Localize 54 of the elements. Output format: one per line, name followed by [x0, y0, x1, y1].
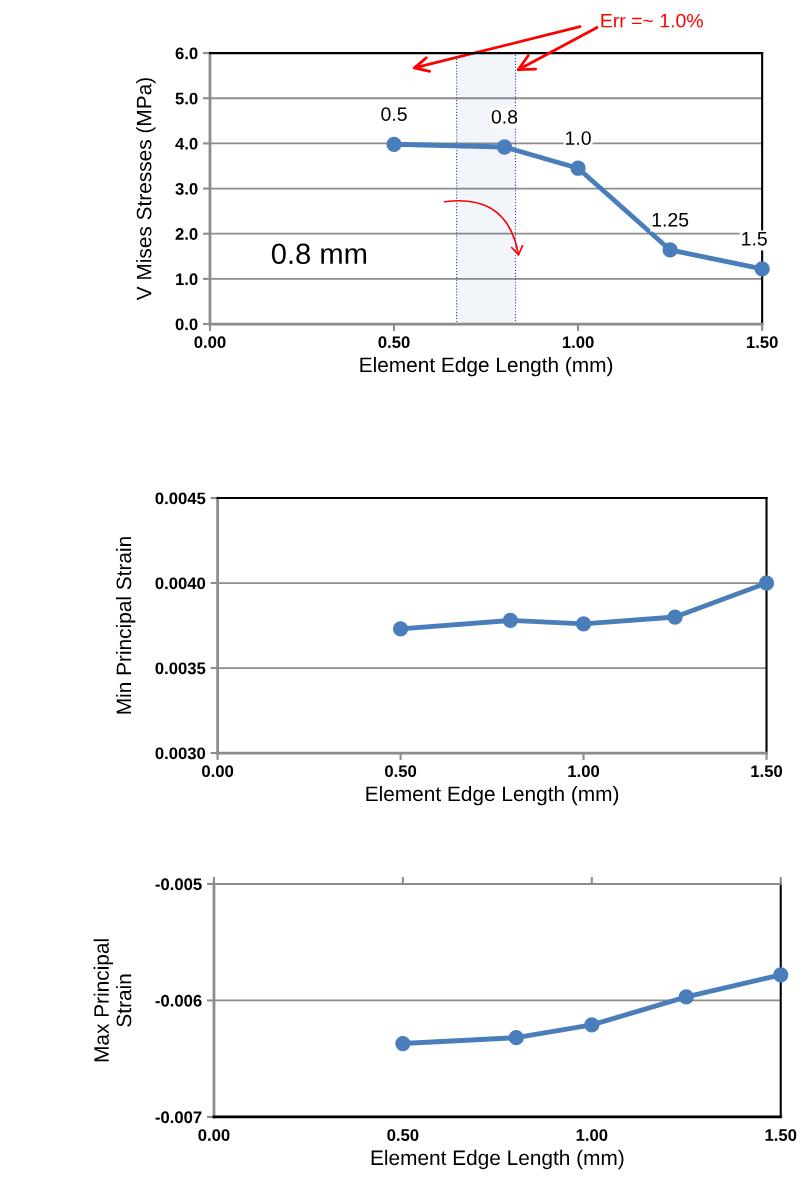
- y-tick-label: 3.0: [175, 182, 198, 195]
- x-axis-title: Element Edge Length (mm): [360, 356, 613, 377]
- point: [496, 139, 513, 155]
- annotation: 1.25: [652, 212, 689, 227]
- point: [395, 1035, 411, 1052]
- point: [758, 575, 775, 591]
- y-tick-label: 0.0: [175, 318, 198, 331]
- point: [773, 967, 789, 983]
- point: [584, 1017, 600, 1033]
- x-tick-label: 0.00: [194, 336, 226, 349]
- point: [502, 612, 519, 629]
- y-axis-title: Max Principal Strain: [93, 939, 132, 1062]
- x-tick-label: 1.50: [765, 1129, 797, 1141]
- y-tick-label: 0.0040: [155, 577, 206, 590]
- y-tick-label: 0.0045: [155, 492, 206, 505]
- annotation: 1.0: [566, 131, 591, 145]
- y-tick-label: 5.0: [175, 92, 198, 105]
- x-tick-label: 1.00: [562, 336, 594, 349]
- y-axis-title: Min Principal Strain: [115, 537, 136, 714]
- point: [575, 616, 592, 632]
- x-tick-label: 0.00: [198, 1129, 230, 1141]
- point: [386, 136, 402, 152]
- y-tick-label: 2.0: [175, 228, 198, 240]
- y-tick-label: 6.0: [175, 47, 198, 60]
- point: [570, 160, 586, 176]
- y-tick-label: 0.0030: [155, 747, 206, 760]
- point: [678, 989, 694, 1005]
- point: [392, 621, 409, 637]
- x-tick-label: 1.50: [746, 336, 778, 349]
- y-tick-label: 0.0035: [155, 662, 206, 675]
- point: [667, 609, 683, 625]
- annotation: Err =~ 1.0%: [601, 13, 703, 28]
- y-tick-label: -0.005: [155, 878, 202, 891]
- y-tick-label: 4.0: [175, 137, 198, 150]
- annotation: 0.8 mm: [271, 243, 367, 265]
- annotation: 0.8: [491, 109, 518, 124]
- x-axis-title: Element Edge Length (mm): [371, 1149, 624, 1170]
- y-axis-title: V Mises Stresses (MPa): [136, 78, 156, 301]
- x-tick-label: 1.00: [568, 765, 600, 778]
- y-tick-label: -0.006: [155, 994, 202, 1007]
- x-tick-label: 1.00: [576, 1129, 608, 1141]
- x-tick-label: 1.50: [751, 765, 783, 778]
- x-tick-label: 0.50: [385, 765, 417, 778]
- y-tick-label: 1.0: [176, 273, 198, 286]
- x-tick-label: 0.00: [202, 765, 234, 778]
- point: [754, 261, 770, 277]
- x-tick-label: 0.50: [387, 1129, 419, 1141]
- annotation: 0.5: [381, 107, 407, 122]
- x-tick-label: 0.50: [378, 336, 410, 349]
- point: [508, 1030, 524, 1046]
- annotation: 1.5: [742, 232, 767, 246]
- y-tick-label: -0.007: [155, 1111, 202, 1124]
- x-axis-title: Element Edge Length (mm): [366, 785, 619, 806]
- point: [662, 242, 678, 258]
